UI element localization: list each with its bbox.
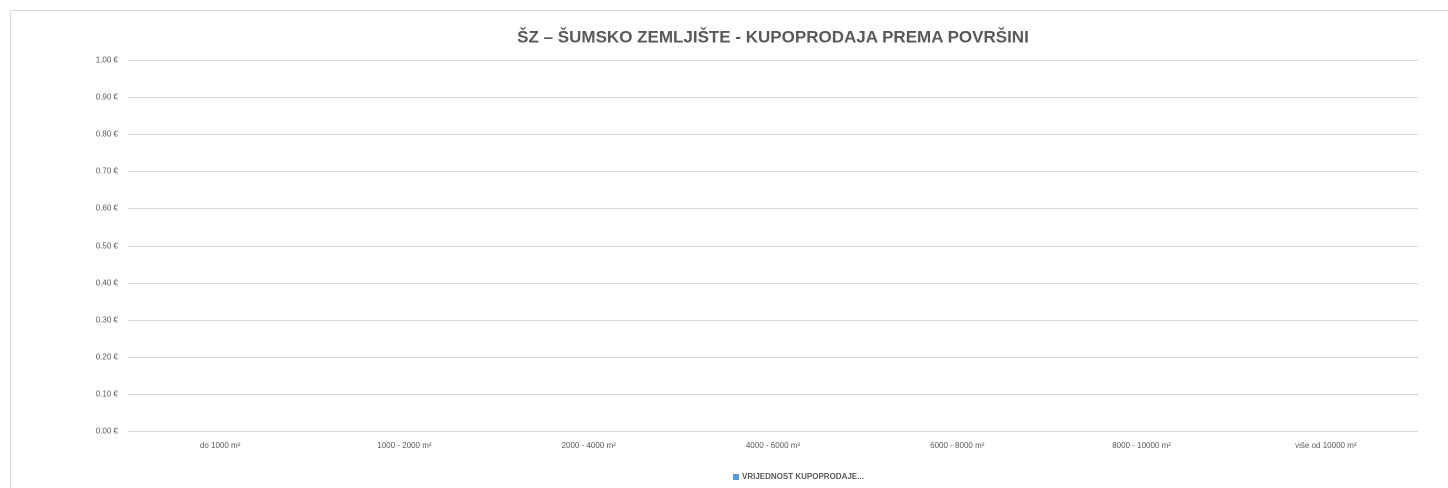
y-tick-label: 0.60 € (96, 204, 119, 213)
y-tick-label: 0.10 € (96, 390, 119, 399)
x-tick-label: 8000 - 10000 m² (1112, 441, 1171, 450)
legend-text: VRIJEDNOST KUPOPRODAJE... (742, 472, 864, 481)
y-tick-label: 0.00 € (96, 427, 119, 436)
y-tick-label: 0.20 € (96, 353, 119, 362)
y-tick-label: 0.90 € (96, 93, 119, 102)
x-tick-label: 1000 - 2000 m² (377, 441, 432, 450)
y-tick-label: 0.50 € (96, 242, 119, 251)
y-tick-label: 0.80 € (96, 130, 119, 139)
x-tick-label: 6000 - 8000 m² (930, 441, 985, 450)
y-tick-label: 0.30 € (96, 316, 119, 325)
legend-swatch (733, 474, 739, 480)
y-tick-label: 0.40 € (96, 279, 119, 288)
x-tick-label: 4000 - 6000 m² (746, 441, 801, 450)
x-tick-label: 2000 - 4000 m² (562, 441, 617, 450)
x-tick-label: do 1000 m² (200, 441, 241, 450)
y-tick-label: 1.00 € (96, 56, 119, 65)
y-tick-label: 0.70 € (96, 167, 119, 176)
x-tick-label: više od 10000 m² (1295, 441, 1357, 450)
chart-title: ŠZ – ŠUMSKO ZEMLJIŠTE - KUPOPRODAJA PREM… (517, 27, 1029, 46)
